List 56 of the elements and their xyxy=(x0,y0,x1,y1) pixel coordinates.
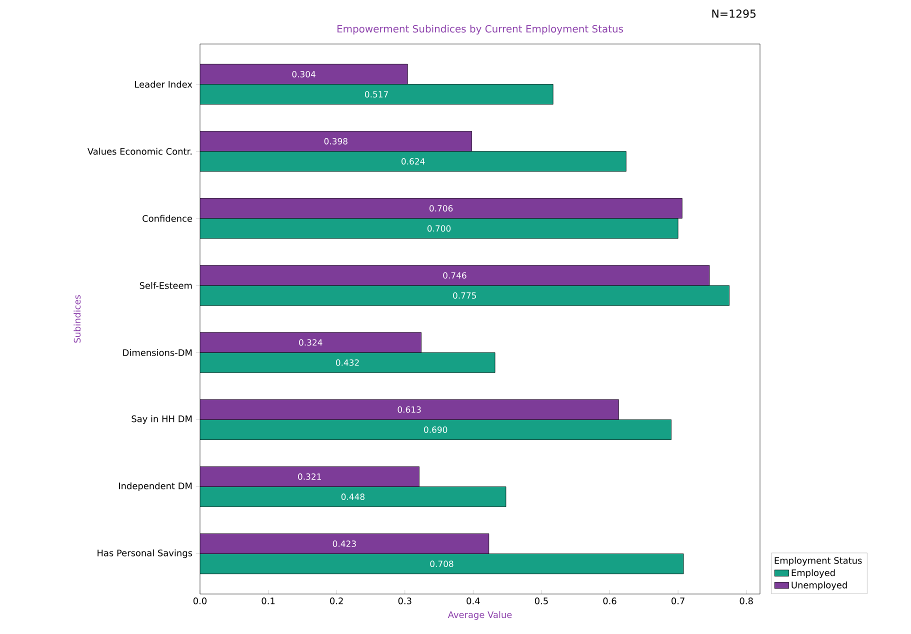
y-tick-label: Independent DM xyxy=(119,482,192,492)
x-axis-title: Average Value xyxy=(448,611,512,620)
data-label: 0.708 xyxy=(430,560,454,568)
y-axis-title: Subindices xyxy=(74,295,81,343)
bar xyxy=(200,554,684,574)
data-label: 0.517 xyxy=(364,91,388,98)
data-label: 0.324 xyxy=(299,339,322,346)
x-tick-label: 0.8 xyxy=(740,598,753,604)
y-tick-label: Dimensions-DM xyxy=(123,349,192,356)
legend-label: Employed xyxy=(792,569,835,578)
x-tick-label: 0.3 xyxy=(398,598,412,604)
data-label: 0.746 xyxy=(443,272,466,279)
chart-title: Empowerment Subindices by Current Employment Status xyxy=(338,24,624,35)
bar xyxy=(200,352,496,373)
data-label: 0.448 xyxy=(341,494,365,500)
data-label: 0.700 xyxy=(427,225,451,232)
y-tick-label: Has Personal Savings xyxy=(98,549,192,558)
bar xyxy=(200,533,490,554)
bar xyxy=(200,265,710,286)
data-label: 0.775 xyxy=(453,292,476,299)
data-label: 0.321 xyxy=(298,473,321,480)
bar xyxy=(200,64,408,84)
x-tick-label: 0.2 xyxy=(330,598,343,604)
data-label: 0.690 xyxy=(424,426,448,433)
y-tick-label: Self-Esteem xyxy=(140,282,192,289)
y-tick-label: Confidence xyxy=(142,214,192,222)
bar xyxy=(200,486,506,508)
x-tick-label: 0.0 xyxy=(193,598,207,604)
data-label: 0.423 xyxy=(332,540,356,547)
bar xyxy=(200,151,626,172)
data-label: 0.304 xyxy=(292,70,316,78)
x-tick-label: 0.6 xyxy=(603,598,616,604)
bar xyxy=(200,399,619,420)
y-tick-label: Leader Index xyxy=(135,80,192,88)
x-tick-label: 0.1 xyxy=(262,598,275,604)
bar xyxy=(200,419,672,440)
bar xyxy=(200,332,422,353)
bar xyxy=(200,84,554,105)
bar xyxy=(200,218,678,239)
x-tick-label: 0.5 xyxy=(534,598,548,604)
y-tick-label: Values Economic Contr. xyxy=(88,148,192,155)
legend-label: Unemployed xyxy=(792,582,847,590)
data-label: 0.613 xyxy=(398,406,421,413)
bar xyxy=(200,285,730,306)
data-label: 0.432 xyxy=(336,359,359,366)
data-label: 0.624 xyxy=(402,158,425,165)
x-tick-label: 0.7 xyxy=(672,598,684,604)
bar xyxy=(200,466,420,487)
bar xyxy=(200,198,682,219)
x-tick-label: 0.4 xyxy=(466,598,480,604)
legend-title: Employment Status xyxy=(774,556,862,566)
text: N=1295 xyxy=(712,10,756,18)
y-tick-label: Say in HH DM xyxy=(132,415,192,424)
bar xyxy=(200,131,472,152)
data-label: 0.398 xyxy=(324,138,348,144)
data-label: 0.706 xyxy=(430,205,453,212)
